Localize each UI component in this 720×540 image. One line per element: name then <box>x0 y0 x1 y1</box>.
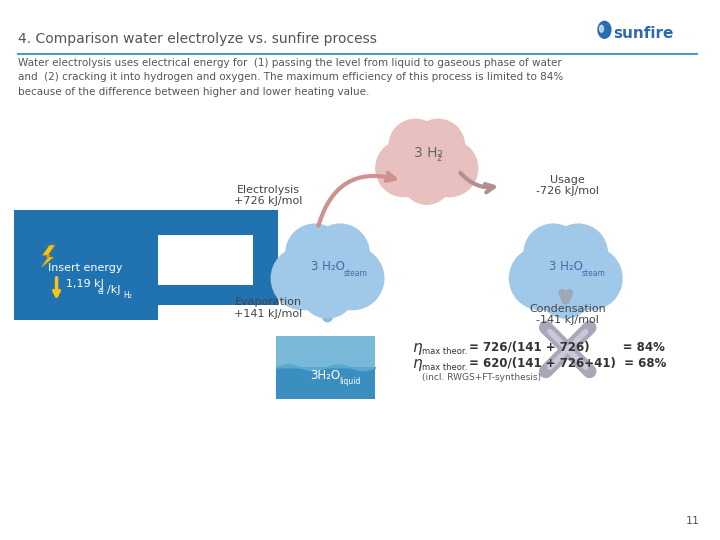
Circle shape <box>412 119 464 172</box>
Text: η: η <box>412 340 421 355</box>
Text: Usage
-726 kJ/mol: Usage -726 kJ/mol <box>536 175 599 197</box>
Text: 3 H₂: 3 H₂ <box>414 146 444 160</box>
Circle shape <box>539 264 593 318</box>
Ellipse shape <box>598 22 611 38</box>
FancyBboxPatch shape <box>276 367 375 399</box>
FancyArrowPatch shape <box>318 173 395 226</box>
Text: 1,19 kJ: 1,19 kJ <box>66 279 104 289</box>
Circle shape <box>402 155 451 204</box>
Circle shape <box>524 224 582 282</box>
Text: 3 H₂O: 3 H₂O <box>549 260 582 273</box>
Ellipse shape <box>600 25 603 32</box>
Text: Condensation
-141 kJ/mol: Condensation -141 kJ/mol <box>529 304 606 326</box>
Circle shape <box>286 224 344 282</box>
Circle shape <box>389 119 442 172</box>
Text: 2: 2 <box>436 154 441 163</box>
Circle shape <box>286 228 369 312</box>
Text: steam: steam <box>343 269 367 279</box>
Circle shape <box>271 247 334 309</box>
Text: = 620/(141 + 726+41)  = 68%: = 620/(141 + 726+41) = 68% <box>469 357 667 370</box>
Text: steam: steam <box>582 269 606 279</box>
FancyBboxPatch shape <box>276 335 375 367</box>
Text: 3H₂O: 3H₂O <box>310 369 341 382</box>
Circle shape <box>549 224 608 282</box>
Text: el: el <box>97 287 104 296</box>
FancyArrowPatch shape <box>460 173 494 192</box>
Circle shape <box>389 123 464 199</box>
Text: Evaporation
+141 kJ/mol: Evaporation +141 kJ/mol <box>234 297 302 319</box>
Circle shape <box>311 224 369 282</box>
Text: η: η <box>412 356 421 371</box>
Bar <box>253 211 278 305</box>
Text: max theor.: max theor. <box>422 347 467 356</box>
Text: Insert energy: Insert energy <box>48 263 122 273</box>
Text: max theor.: max theor. <box>422 363 467 372</box>
Circle shape <box>421 140 477 197</box>
Text: sunfire: sunfire <box>613 26 674 41</box>
Text: (incl. RWGS+FT-synthesis): (incl. RWGS+FT-synthesis) <box>422 373 541 382</box>
Bar <box>158 285 278 305</box>
Text: 11: 11 <box>685 516 700 526</box>
Bar <box>158 211 278 235</box>
Circle shape <box>321 247 384 309</box>
Text: H₂: H₂ <box>123 291 132 300</box>
Circle shape <box>559 247 622 309</box>
Circle shape <box>510 247 572 309</box>
Circle shape <box>300 264 355 318</box>
Text: 4. Comparison water electrolyze vs. sunfire process: 4. Comparison water electrolyze vs. sunf… <box>18 32 377 46</box>
Circle shape <box>524 228 608 312</box>
Text: Water electrolysis uses electrical energy for  (1) passing the level from liquid: Water electrolysis uses electrical energ… <box>18 58 563 97</box>
Text: Electrolysis
+726 kJ/mol: Electrolysis +726 kJ/mol <box>234 185 302 206</box>
Text: /kJ: /kJ <box>107 285 121 295</box>
Text: liquid: liquid <box>339 377 361 386</box>
Text: = 726/(141 + 726)        = 84%: = 726/(141 + 726) = 84% <box>469 341 665 354</box>
FancyBboxPatch shape <box>14 211 158 320</box>
Text: 3 H₂O: 3 H₂O <box>310 260 344 273</box>
Polygon shape <box>42 245 55 267</box>
Circle shape <box>376 140 433 197</box>
FancyBboxPatch shape <box>253 211 278 235</box>
